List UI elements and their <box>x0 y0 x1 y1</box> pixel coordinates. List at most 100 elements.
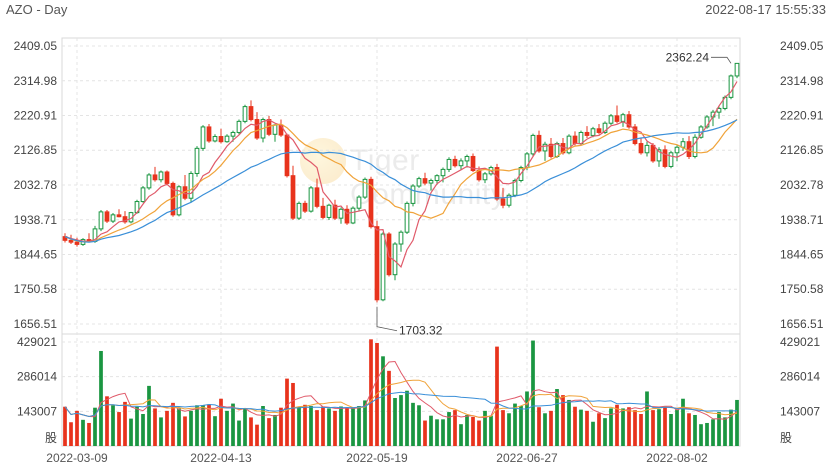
candle-body <box>398 231 404 245</box>
volume-bar <box>141 414 145 446</box>
volume-bar <box>465 414 469 446</box>
volume-bar <box>585 410 589 446</box>
volume-bar <box>249 417 253 446</box>
candle-body <box>212 136 218 142</box>
candle-body <box>380 233 386 301</box>
volume-axis-label-left: 429021 <box>17 335 57 349</box>
date-axis-label: 2022-04-13 <box>190 451 252 465</box>
candle-body <box>590 128 596 136</box>
candle-body <box>224 135 230 143</box>
candle-body <box>236 120 242 133</box>
volume-bar <box>261 406 265 446</box>
candle-body <box>536 134 542 152</box>
candle-body <box>632 126 638 145</box>
candle-body <box>566 135 572 154</box>
candle-body <box>104 211 110 222</box>
volume-bar <box>519 406 523 446</box>
candle-body <box>206 126 212 142</box>
volume-bar <box>279 407 283 446</box>
candle-body <box>572 135 578 145</box>
volume-bar <box>129 418 133 446</box>
candle-body <box>482 173 488 181</box>
volume-axis-label-right: 143007 <box>780 404 820 418</box>
volume-bar <box>597 413 601 446</box>
candle-body <box>608 115 614 124</box>
volume-bar <box>111 405 115 446</box>
candle-body <box>284 134 290 177</box>
candle-body <box>428 179 434 184</box>
volume-bar <box>69 422 73 446</box>
candle-body <box>458 160 464 167</box>
candle-body <box>326 204 332 218</box>
candle-body <box>98 211 104 230</box>
volume-bar <box>735 399 739 446</box>
candle-body <box>596 128 602 133</box>
volume-bar <box>687 413 691 446</box>
ma-line-mid <box>64 118 738 243</box>
volume-bar <box>267 418 271 446</box>
volume-bar <box>327 408 331 446</box>
price-axis-label-right: 1750.58 <box>780 282 824 296</box>
volume-bar <box>339 406 343 446</box>
candle-body <box>602 122 608 133</box>
volume-bar <box>381 356 385 446</box>
volume-bar <box>165 410 169 446</box>
volume-bar <box>633 410 637 446</box>
candle-body <box>314 187 320 207</box>
candle-body <box>332 204 338 219</box>
volume-bar <box>93 407 97 446</box>
volume-bar <box>501 410 505 446</box>
candle-body <box>164 171 170 184</box>
candle-body <box>338 208 344 219</box>
candle-body <box>248 106 254 121</box>
volume-bar <box>615 404 619 446</box>
candle-body <box>470 155 476 172</box>
volume-bar <box>147 385 151 446</box>
low-price-annotation: 1703.32 <box>399 324 443 338</box>
candle-body <box>350 207 356 224</box>
volume-bar <box>345 407 349 446</box>
volume-bar <box>375 342 379 446</box>
candle-body <box>626 114 632 128</box>
price-axis-label-right: 2032.78 <box>780 178 824 192</box>
volume-bar <box>489 415 493 446</box>
volume-bar <box>453 410 457 446</box>
candle-body <box>200 126 206 149</box>
volume-axis-label-right: 429021 <box>780 335 820 349</box>
volume-bar <box>135 406 139 446</box>
candle-body <box>368 178 374 228</box>
volume-bar <box>225 410 229 446</box>
candle-body <box>290 175 296 219</box>
volume-bar <box>435 419 439 446</box>
volume-bar <box>219 398 223 446</box>
candle-body <box>122 216 128 223</box>
volume-bar <box>321 406 325 446</box>
volume-bar <box>447 412 451 446</box>
volume-bar <box>255 424 259 446</box>
candle-body <box>512 179 518 196</box>
candle-body <box>614 115 620 122</box>
candle-body <box>554 143 560 157</box>
candle-body <box>356 196 362 209</box>
ma-line-long <box>64 119 738 243</box>
candle-body <box>530 134 536 155</box>
volume-bar <box>429 415 433 446</box>
volume-bar <box>723 417 727 446</box>
volume-bar <box>537 407 541 446</box>
volume-bar <box>603 418 607 446</box>
volume-bar <box>207 404 211 446</box>
candle-body <box>302 202 308 212</box>
candle-body <box>404 202 410 233</box>
candle-body <box>638 143 644 154</box>
volume-ma-line <box>64 379 738 418</box>
volume-bar <box>99 350 103 446</box>
volume-bar <box>573 406 577 446</box>
price-axis-label-left: 1656.51 <box>14 317 58 331</box>
candle-body <box>728 75 734 98</box>
volume-bar <box>483 410 487 446</box>
volume-bar <box>645 391 649 446</box>
volume-bar <box>399 395 403 446</box>
candle-body <box>110 214 116 222</box>
volume-bar <box>81 419 85 446</box>
volume-bar <box>477 420 481 446</box>
